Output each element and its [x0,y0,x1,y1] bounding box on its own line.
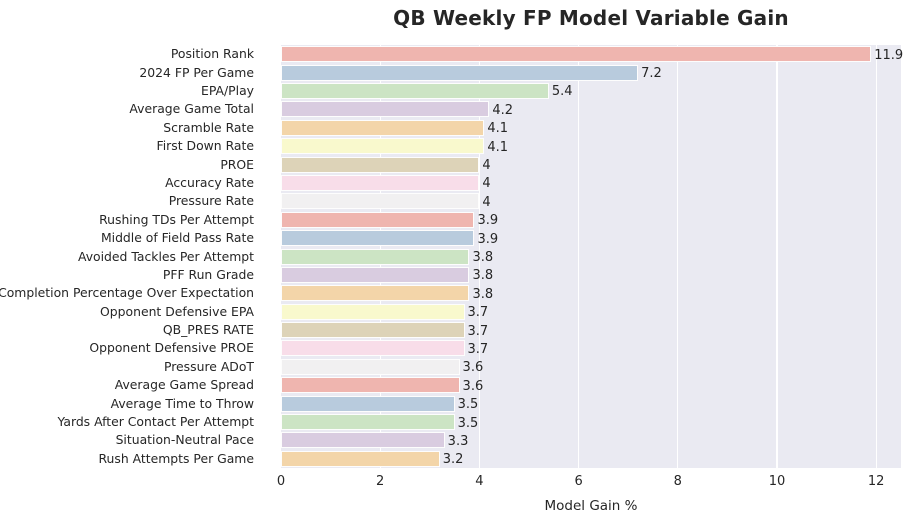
gridline-x-8 [677,45,679,468]
bar [281,266,470,283]
bar-value-label: 3.8 [472,286,494,302]
bar-value-label: 11.9 [874,47,904,63]
bar [281,322,465,339]
y-tick-label: Completion Percentage Over Expectation [0,285,254,301]
bar-value-label: 3.6 [462,360,484,376]
bar-value-label: 3.5 [457,415,479,431]
x-axis-label: Model Gain % [544,498,638,514]
bar-value-label: 3.7 [467,305,489,321]
bar [281,230,475,247]
y-tick-label: EPA/Play [201,82,254,98]
bar [281,64,639,81]
y-tick-label: Situation-Neutral Pace [115,432,254,448]
y-tick-label: QB_PRES RATE [162,322,254,338]
bar [281,285,470,302]
gridline-x-12 [875,45,877,468]
y-tick-label: Average Time to Throw [110,395,254,411]
bar [281,432,445,449]
bar-value-label: 3.3 [447,433,469,449]
gridline-x-6 [577,45,580,468]
bar-value-label: 4 [482,176,491,192]
y-tick-label: Scramble Rate [163,119,254,135]
bar [281,248,470,265]
bar [281,101,490,118]
bar [281,156,480,173]
bar-value-label: 3.7 [467,341,489,357]
bar-value-label: 4.1 [487,121,509,137]
bar-value-label: 3.8 [472,268,494,284]
bar-value-label: 4.1 [487,139,509,155]
bar [281,450,440,467]
bar-value-label: 3.6 [462,378,484,394]
bar [281,138,485,155]
x-tick-label: 6 [574,474,583,489]
x-tick-label: 12 [867,474,885,489]
bar [281,414,455,431]
bar [281,303,465,320]
bar [281,377,460,394]
y-tick-label: Yards After Contact Per Attempt [57,414,254,430]
bar [281,46,872,63]
bar-value-label: 3.2 [442,452,464,468]
plot-area: 11.9 7.2 5.4 4.2 4.1 4.1 4 4 4 3.9 3.9 3.8 3.8 3.8 3.7… [281,45,904,468]
bar-value-label: 3.8 [472,250,494,265]
y-tick-label: Pressure Rate [168,193,254,209]
bar [281,358,460,375]
bar [281,211,475,228]
bar-value-label: 4.2 [492,102,513,118]
y-tick-label: Opponent Defensive EPA [100,303,254,319]
y-tick-label: Position Rank [170,46,254,62]
bar [281,82,549,99]
bar-value-label: 4 [482,194,491,210]
y-tick-label: 2024 FP Per Game [139,64,254,80]
y-axis-labels: Position Rank 2024 FP Per Game EPA/Play Ave… [0,45,269,468]
bar [281,193,480,210]
gridline-x-10 [776,45,778,468]
x-tick-label: 10 [768,474,786,489]
y-tick-label: First Down Rate [156,138,254,154]
bar-value-label: 3.5 [457,397,479,413]
x-tick-label: 2 [376,474,385,489]
y-tick-label: Middle of Field Pass Rate [100,230,254,246]
x-tick-label: 4 [475,474,484,489]
y-tick-label: Rush Attempts Per Game [98,450,254,466]
bar [281,395,455,412]
bar-value-label: 7.2 [641,66,662,82]
bar-value-label: 4 [482,158,491,174]
bar [281,340,465,357]
bar [281,174,480,191]
y-tick-label: PROE [220,156,254,172]
y-tick-label: Avoided Tackles Per Attempt [77,248,254,264]
y-tick-label: Opponent Defensive PROE [89,340,254,356]
y-tick-label: Rushing TDs Per Attempt [99,211,254,227]
bar-value-label: 3.9 [477,231,499,247]
chart-title: QB Weekly FP Model Variable Gain [393,6,789,30]
x-tick-label: 8 [673,474,682,489]
y-tick-label: Pressure ADoT [163,358,254,374]
y-tick-label: Accuracy Rate [165,174,254,190]
y-tick-label: Average Game Spread [114,377,254,393]
bar-value-label: 5.4 [551,84,573,100]
y-tick-label: Average Game Total [129,101,254,117]
bar [281,119,485,136]
gridline-x-4 [478,45,481,468]
bar-value-label: 3.7 [467,323,489,339]
x-tick-label: 0 [276,474,286,489]
y-tick-label: PFF Run Grade [162,266,254,282]
bar-value-label: 3.9 [477,213,499,229]
